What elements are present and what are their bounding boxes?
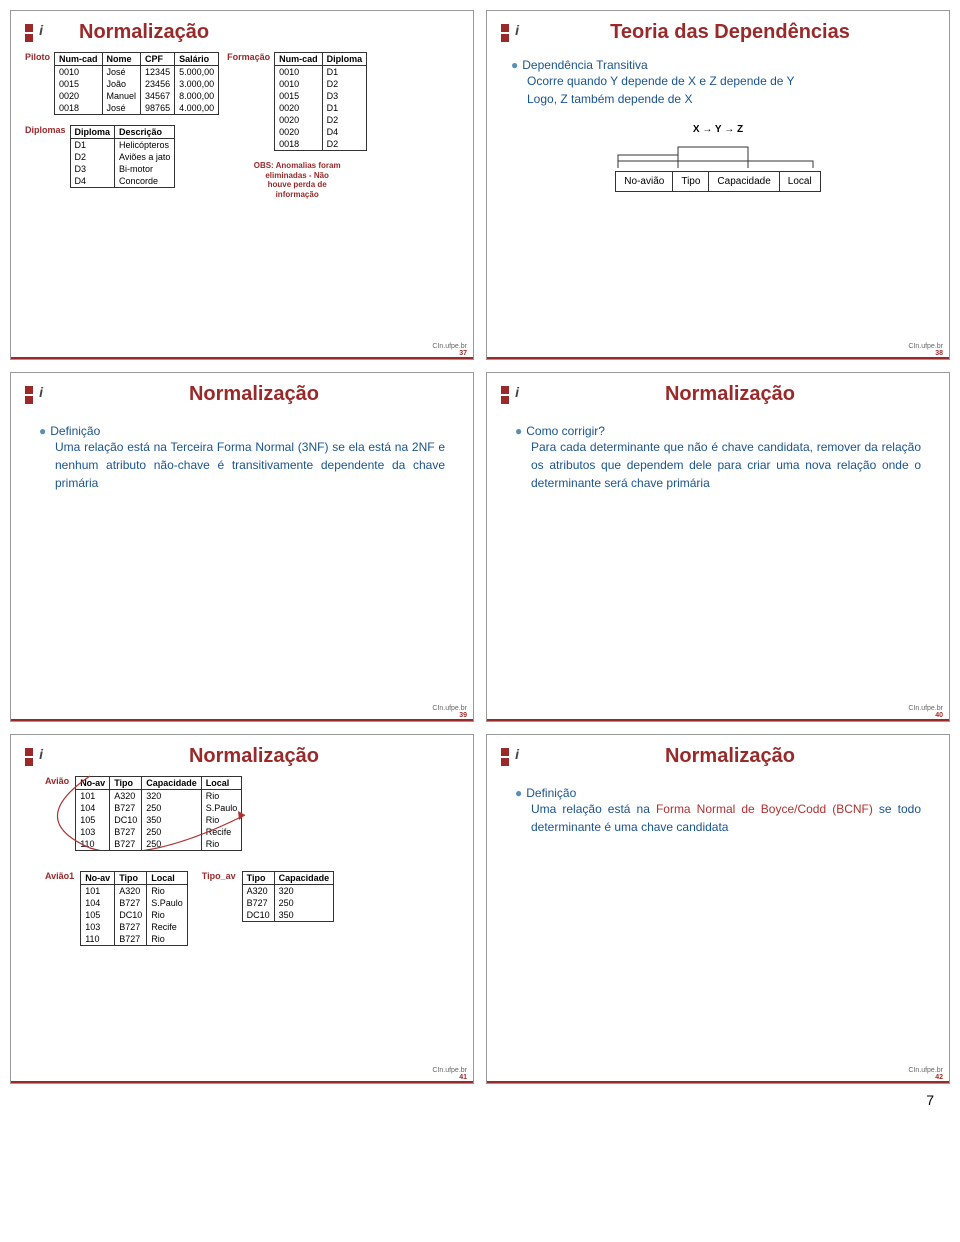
logo-icon: i	[25, 24, 43, 42]
slide-footer: CIn.ufpe.br39	[432, 705, 467, 719]
slide-footer: CIn.ufpe.br41	[432, 1067, 467, 1081]
logo-icon: i	[25, 386, 43, 404]
logo-icon: i	[501, 748, 519, 766]
piloto-label: Piloto	[25, 52, 50, 62]
slide-42: i Normalização ●Definição Uma relação es…	[486, 734, 950, 1084]
slide-footer: CIn.ufpe.br42	[908, 1067, 943, 1081]
slide-header: i Normalização	[25, 21, 459, 44]
slide-footer: CIn.ufpe.br40	[908, 705, 943, 719]
slide-40: i Normalização ●Como corrigir? Para cada…	[486, 372, 950, 722]
dependency-box: No-aviãoTipoCapacidadeLocal	[615, 171, 820, 192]
aviao1-label: Avião1	[45, 871, 74, 881]
xyz-text: X → Y → Z	[511, 124, 925, 135]
body-text: Uma relação está na Terceira Forma Norma…	[55, 438, 445, 492]
bullet-heading: ●Definição	[39, 424, 445, 438]
aviao-table: No-avTipoCapacidadeLocal 101A320320Rio 1…	[75, 776, 242, 851]
logo-icon: i	[501, 386, 519, 404]
slide-footer: CIn.ufpe.br38	[908, 343, 943, 357]
slide-38: i Teoria das Dependências ●Dependência T…	[486, 10, 950, 360]
slide-title: Normalização	[525, 383, 935, 406]
formacao-table: Num-cadDiploma 0010D1 0010D2 0015D3 0020…	[274, 52, 367, 151]
bullet-heading: ●Como corrigir?	[515, 424, 921, 438]
slide-title: Normalização	[525, 745, 935, 768]
piloto-table: Num-cadNomeCPFSalário 0010José123455.000…	[54, 52, 219, 115]
slide-41: i Normalização Avião No-avTipoCapacidade…	[10, 734, 474, 1084]
slide-header: i Normalização	[501, 383, 935, 406]
slide-footer: CIn.ufpe.br37	[432, 343, 467, 357]
page-number: 7	[10, 1084, 950, 1116]
logo-icon: i	[25, 748, 43, 766]
body-text: Ocorre quando Y depende de X e Z depende…	[527, 72, 925, 90]
bullet-heading: ●Dependência Transitiva	[511, 58, 925, 72]
bullet-heading: ●Definição	[515, 786, 921, 800]
diplomas-label: Diplomas	[25, 125, 66, 135]
slide-37: i Normalização Piloto Num-cadNomeCPFSalá…	[10, 10, 474, 360]
tipoav-table: TipoCapacidade A320320 B727250 DC10350	[242, 871, 335, 922]
dependency-arrows-icon	[588, 143, 848, 173]
body-text: Para cada determinante que não é chave c…	[531, 438, 921, 492]
aviao1-table: No-avTipoLocal 101A320Rio 104B727S.Paulo…	[80, 871, 188, 946]
logo-icon: i	[501, 24, 519, 42]
slide-header: i Normalização	[25, 383, 459, 406]
slide-title: Teoria das Dependências	[525, 21, 935, 44]
slide-header: i Teoria das Dependências	[501, 21, 935, 44]
slide-39: i Normalização ●Definição Uma relação es…	[10, 372, 474, 722]
aviao-label: Avião	[45, 776, 69, 786]
body-text: Logo, Z também depende de X	[527, 90, 925, 108]
slide-title: Normalização	[49, 383, 459, 406]
formacao-label: Formação	[227, 52, 270, 62]
diplomas-table: DiplomaDescrição D1Helicópteros D2Aviões…	[70, 125, 176, 188]
slide-title: Normalização	[79, 21, 459, 44]
obs-text: OBS: Anomalias foram eliminadas - Não ho…	[227, 161, 367, 199]
body-text: Uma relação está na Forma Normal de Boyc…	[531, 800, 921, 836]
slide-header: i Normalização	[25, 745, 459, 768]
tipoav-label: Tipo_av	[202, 871, 236, 881]
slide-header: i Normalização	[501, 745, 935, 768]
slide-title: Normalização	[49, 745, 459, 768]
